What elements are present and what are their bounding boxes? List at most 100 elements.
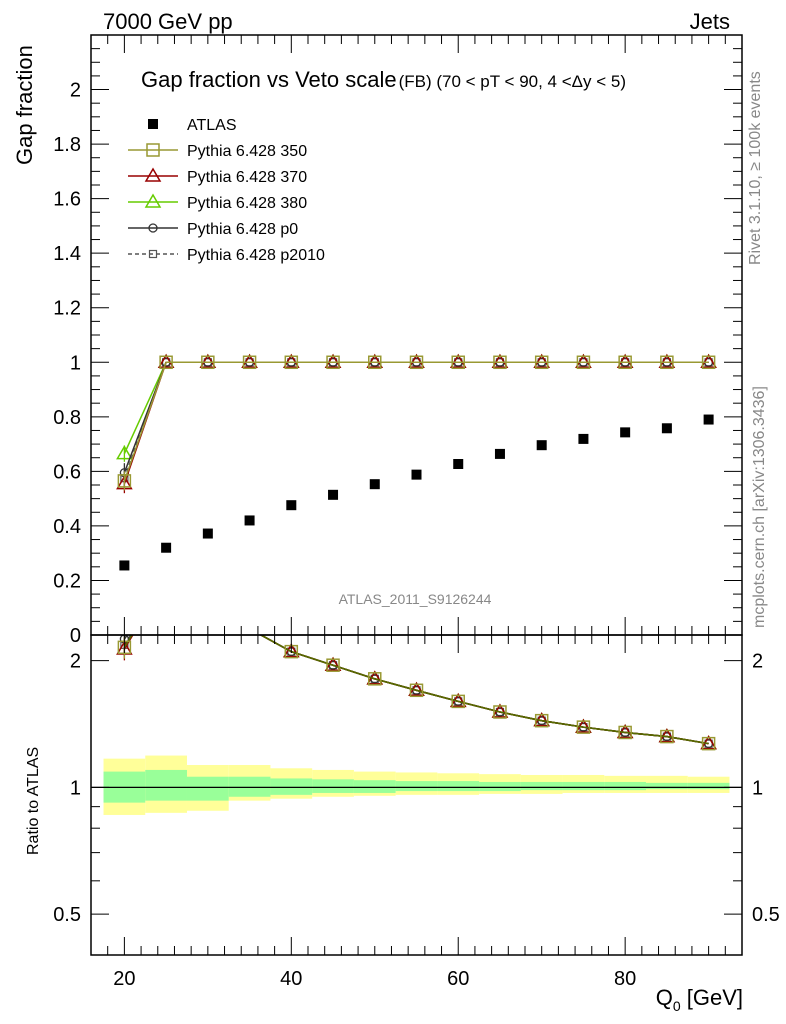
ratio-y-tick-label: 0.5 [53, 904, 81, 926]
y-tick-label: 1.4 [53, 243, 81, 265]
data-point [116, 445, 133, 460]
data-point [157, 353, 175, 369]
atlas-data-point [328, 489, 339, 500]
legend-label: ATLAS [187, 117, 237, 134]
atlas-data-point [286, 500, 297, 511]
band-inner-bin [312, 779, 354, 793]
ratio-point [326, 658, 340, 672]
analysis-watermark: ATLAS_2011_S9126244 [339, 591, 492, 607]
data-point [700, 353, 717, 369]
ratio-y-axis-title: Ratio to ATLAS [25, 747, 42, 855]
ratio-point [159, 572, 173, 584]
legend-label: Pythia 6.428 p0 [187, 221, 298, 238]
ratio-point [701, 736, 716, 751]
rivet-label: Rivet 3.1.10, ≥ 100k events [747, 71, 764, 265]
ratio-y-tick-label-right: 1 [752, 777, 763, 799]
header-right: Jets [690, 9, 730, 34]
legend: ATLAS Pythia 6.428 350 Pythia 6.428 370 Pyt… [128, 117, 325, 264]
ratio-point [660, 729, 674, 744]
atlas-data-point [369, 479, 380, 490]
atlas-data-point [119, 560, 130, 571]
ratio-point [201, 599, 215, 611]
axis-ticks [90, 34, 743, 956]
atlas-data-point [536, 440, 547, 451]
ratio-point [202, 600, 214, 612]
legend-marker [148, 249, 158, 259]
ratio-y-tick-label-right: 2 [752, 651, 763, 673]
ratio-point [204, 603, 211, 610]
plot-title-sub: (FB) (70 < pT < 90, 4 <Δy < 5) [399, 72, 626, 91]
ratio-point [368, 672, 382, 686]
ratio-point [162, 575, 170, 583]
ratio-plot-frame [90, 634, 743, 956]
band-inner-bin [479, 781, 521, 792]
y-tick-label: 0.2 [53, 570, 81, 592]
atlas-data-point [703, 414, 714, 425]
data-point [283, 353, 300, 369]
ratio-y-tick-label: 2 [70, 651, 81, 673]
series-line [123, 361, 709, 484]
legend-marker [148, 223, 158, 233]
band-inner-bin [353, 780, 396, 793]
band-inner-bin [604, 781, 647, 791]
data-point [533, 353, 550, 369]
ratio-point [246, 625, 254, 633]
plot-title: Gap fraction vs Veto scale (FB) (70 < pT … [141, 67, 626, 92]
y-tick-label: 0.6 [53, 461, 81, 483]
legend-marker [146, 143, 160, 157]
series-line [123, 361, 709, 479]
data-point [368, 355, 382, 370]
series-line [123, 361, 709, 482]
y-tick-label: 1.8 [53, 134, 81, 156]
ratio-point [246, 625, 253, 632]
atlas-data-point [202, 528, 213, 539]
band-inner-bin [687, 782, 730, 790]
x-axis-title: Q0 [GeV] [656, 985, 743, 1014]
legend-marker [144, 167, 162, 182]
x-tick-label: 40 [280, 968, 302, 990]
data-point [449, 353, 467, 369]
x-tick-label: 80 [614, 968, 636, 990]
data-point [284, 355, 299, 370]
atlas-data-point [661, 423, 672, 434]
y-tick-label-zero: 0 [70, 625, 81, 647]
ratio-point [409, 683, 424, 698]
y-tick-label: 1.2 [53, 298, 81, 320]
atlas-data-point [494, 448, 505, 459]
data-point [493, 355, 507, 370]
data-point [618, 355, 632, 370]
data-point [451, 355, 465, 370]
data-point [576, 355, 591, 370]
data-point [159, 355, 173, 370]
data-point [201, 355, 215, 370]
y-tick-label: 1.6 [53, 189, 81, 211]
data-point [701, 355, 716, 370]
ratio-point [159, 572, 173, 584]
series-line [123, 361, 709, 454]
legend-marker [144, 193, 162, 208]
legend-label: Pythia 6.428 350 [187, 143, 307, 160]
ratio-point [163, 575, 170, 582]
x-tick-label: 20 [113, 968, 135, 990]
ratio-point [618, 725, 632, 740]
main-series-layer [116, 353, 717, 571]
band-inner-bin [520, 781, 563, 791]
data-point [575, 353, 592, 369]
header-left: 7000 GeV pp [103, 9, 233, 34]
legend-label: Pythia 6.428 380 [187, 195, 307, 212]
ratio-point [160, 573, 172, 585]
band-inner-bin [145, 769, 187, 801]
data-point [199, 353, 217, 369]
band-inner-bin [270, 778, 313, 795]
ratio-line [123, 635, 709, 745]
data-point [491, 353, 509, 369]
band-inner-bin [395, 781, 438, 792]
ratio-point [493, 705, 507, 719]
mcplots-label: mcplots.cern.ch [arXiv:1306.3436] [751, 386, 768, 628]
legend-label: Pythia 6.428 p2010 [187, 247, 325, 264]
y-tick-label: 0.8 [53, 407, 81, 429]
plot-title-main: Gap fraction vs Veto scale [141, 67, 397, 92]
band-inner-bin [646, 782, 688, 790]
